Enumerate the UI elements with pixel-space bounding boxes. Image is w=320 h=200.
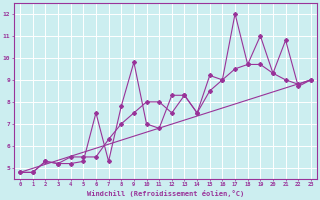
X-axis label: Windchill (Refroidissement éolien,°C): Windchill (Refroidissement éolien,°C) bbox=[87, 190, 244, 197]
